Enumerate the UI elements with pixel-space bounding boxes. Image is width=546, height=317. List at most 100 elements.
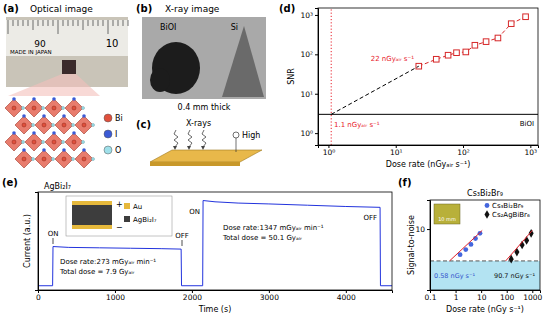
ruler-tick	[23, 20, 24, 26]
atom	[62, 148, 66, 152]
octahedron	[15, 150, 33, 168]
atom	[62, 114, 66, 118]
line	[318, 114, 538, 115]
inset: 10 mm	[434, 204, 460, 224]
axis-line	[315, 9, 319, 146]
atom	[12, 131, 16, 135]
atom	[82, 107, 85, 110]
annotation: 22 nGyₐᵢᵣ s⁻¹	[371, 55, 415, 63]
legend: Cs₃Bi₂Br₉Cs₂AgBiBr₆	[484, 202, 530, 219]
panel-c: (c)X-raysHigh	[136, 119, 262, 166]
marker	[508, 21, 514, 27]
legend-marker	[104, 146, 112, 154]
y-axis-title: SNR	[287, 68, 296, 85]
tick: 10¹	[300, 90, 318, 99]
ruler-tick	[118, 20, 119, 26]
plot-frame	[318, 8, 538, 145]
y-axis: 10	[415, 201, 430, 291]
legend-label: Au	[133, 203, 142, 211]
tick-mark	[315, 15, 318, 16]
wire	[236, 138, 237, 152]
atom	[72, 131, 76, 135]
arrow-head	[201, 146, 205, 150]
ruler-tick	[18, 20, 19, 26]
atom	[32, 97, 36, 101]
legend-marker	[104, 130, 112, 138]
atom	[12, 97, 16, 101]
tick: 10³	[525, 145, 538, 157]
marker	[483, 39, 489, 45]
inset-caption: 10 mm	[438, 216, 456, 222]
atom	[52, 158, 55, 161]
atom	[42, 114, 46, 118]
atom	[82, 141, 85, 144]
octahedron	[55, 150, 73, 168]
axis-line	[319, 146, 539, 149]
octahedron	[45, 99, 63, 117]
annotation: Total dose = 50.1 Gyₐᵢᵣ	[222, 234, 302, 242]
atom	[42, 107, 45, 110]
marker	[433, 56, 439, 62]
annotation: 1.1 nGyₐᵢᵣ s⁻¹	[334, 121, 380, 129]
sample	[62, 60, 76, 74]
tick-label: 100	[500, 293, 515, 302]
atom	[72, 124, 75, 127]
data-layer	[430, 229, 540, 290]
chart: 01000200030004000Time (s)Current (a.u.)A…	[2, 177, 393, 314]
atom	[62, 123, 66, 127]
marker	[514, 248, 519, 257]
octahedron	[5, 99, 23, 117]
y-axis: 10⁰10¹10²10³	[300, 9, 318, 146]
tick: 3000	[260, 290, 279, 302]
tick-label: 3000	[260, 293, 279, 302]
tick: 10	[477, 290, 487, 302]
tick: 0	[36, 290, 41, 302]
atom	[42, 123, 46, 127]
annotation: OFF	[175, 232, 189, 240]
x-axis-title: Dose rate (nGyₐᵢᵣ s⁻¹)	[386, 160, 471, 169]
octahedron	[45, 133, 63, 151]
octahedron	[35, 150, 53, 168]
data-layer	[318, 8, 538, 145]
annotation: Dose rate:1347 mGyₐᵢᵣ min⁻¹	[223, 224, 324, 232]
tick-label: 10³	[300, 11, 313, 20]
area	[430, 261, 540, 290]
legend-marker	[484, 210, 489, 219]
tick-label: 10	[477, 293, 487, 302]
atom	[72, 97, 76, 101]
legend-marker	[104, 114, 112, 122]
tick-label: 2000	[183, 293, 202, 302]
electrode	[72, 201, 112, 205]
ruler-tick	[43, 20, 44, 26]
atom	[52, 97, 56, 101]
x-axis: 10⁰10¹10²10³	[319, 145, 539, 157]
tick: 10²	[300, 50, 318, 59]
marker	[454, 50, 460, 56]
atom	[32, 124, 35, 127]
tick: 1000	[106, 290, 125, 302]
crystal-photo	[434, 204, 460, 224]
plot-frame	[430, 200, 540, 290]
ruler-tick	[98, 20, 99, 26]
legend-label: Cs₃Bi₂Br₉	[492, 202, 524, 210]
figure: (a)Optical image9010MADE IN JAPANBiIO(b)…	[0, 0, 546, 317]
absorber	[72, 205, 112, 225]
ruler-tick	[113, 20, 114, 26]
atom	[92, 158, 95, 161]
octahedron	[65, 133, 83, 151]
line	[419, 17, 526, 66]
xray-arrow	[202, 130, 206, 147]
atom	[52, 124, 55, 127]
panel-label: (f)	[398, 177, 412, 188]
ruler-tick	[58, 20, 59, 34]
octahedron	[75, 150, 93, 168]
x-axis: 0.11101001000	[425, 290, 543, 302]
y-axis	[35, 193, 39, 291]
data-layer	[38, 201, 392, 286]
atom	[92, 124, 95, 127]
panel-title: Optical image	[30, 4, 93, 14]
chart-title: AgBi₂I₇	[44, 182, 71, 191]
ruler-tick	[38, 20, 39, 26]
inset-frame	[66, 196, 172, 236]
ruler-number: 90	[34, 39, 46, 49]
